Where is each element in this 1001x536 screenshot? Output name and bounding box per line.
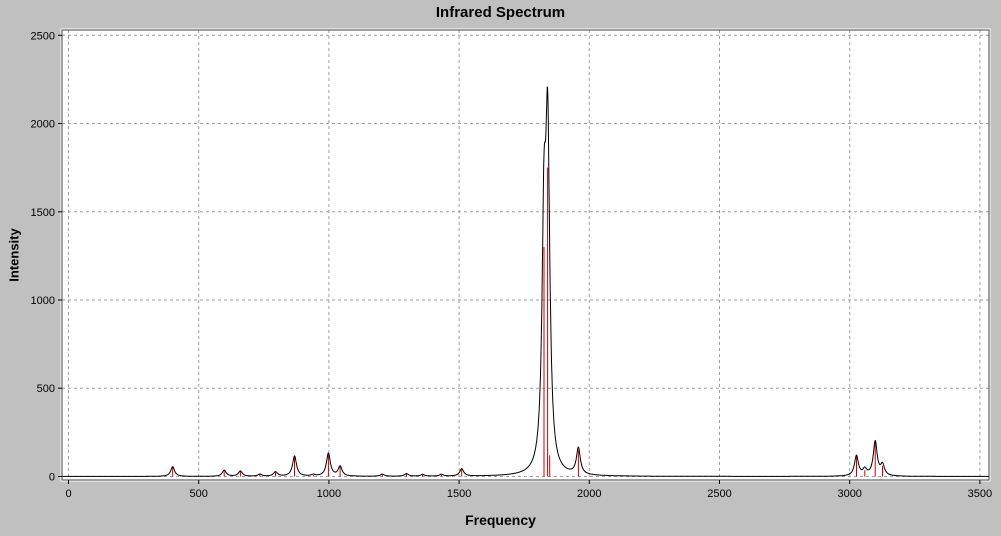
- plot-frame-highlight: [60, 28, 991, 482]
- y-tick-label: 1000: [31, 295, 55, 307]
- x-tick-label: 1500: [447, 488, 471, 500]
- x-tick-label: 1000: [317, 488, 341, 500]
- x-tick-label: 3500: [968, 488, 992, 500]
- x-tick-label: 0: [65, 488, 71, 500]
- tick-marks: [58, 34, 981, 484]
- x-tick-label: 2500: [707, 488, 731, 500]
- gridlines: [62, 30, 989, 480]
- y-tick-label: 500: [37, 383, 55, 395]
- chart-title: Infrared Spectrum: [435, 4, 566, 21]
- y-tick-label: 2000: [31, 119, 55, 131]
- plot-border: [61, 29, 990, 481]
- x-axis-label: Frequency: [465, 512, 536, 528]
- plot-background: [62, 30, 989, 480]
- y-tick-label: 1500: [31, 207, 55, 219]
- y-tick-label: 2500: [31, 30, 55, 42]
- x-tick-label: 2000: [577, 488, 601, 500]
- mode-intensity-stems: [172, 167, 883, 477]
- broadened-spectrum-curve: [62, 86, 989, 477]
- x-tick-label: 3000: [837, 488, 861, 500]
- tick-labels: 0 500 1000 1500 2000 2500 3000 3500 0 500 1000 1500…: [31, 30, 993, 500]
- x-tick-label: 500: [190, 488, 208, 500]
- y-tick-label: 0: [49, 472, 55, 484]
